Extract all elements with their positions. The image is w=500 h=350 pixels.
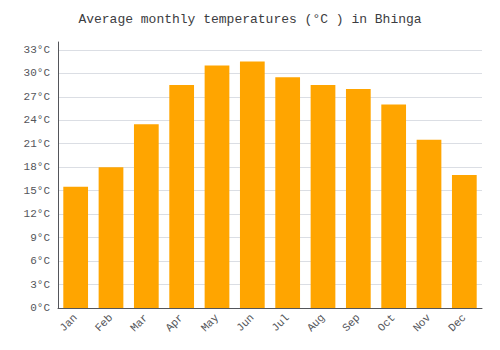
svg-text:Oct: Oct [375, 312, 397, 334]
svg-text:Average monthly temperatures (: Average monthly temperatures (°C ) in Bh… [78, 12, 421, 27]
svg-text:Nov: Nov [411, 311, 434, 334]
svg-text:9°C: 9°C [30, 232, 50, 244]
svg-text:15°C: 15°C [24, 185, 51, 197]
svg-text:3°C: 3°C [30, 279, 50, 291]
svg-text:May: May [199, 311, 222, 334]
svg-text:0°C: 0°C [30, 302, 50, 314]
svg-text:33°C: 33°C [24, 44, 51, 56]
svg-text:Aug: Aug [305, 312, 327, 334]
svg-text:Jun: Jun [234, 312, 256, 334]
svg-text:30°C: 30°C [24, 67, 51, 79]
svg-text:12°C: 12°C [24, 208, 51, 220]
svg-text:21°C: 21°C [24, 138, 51, 150]
svg-text:Sep: Sep [340, 312, 362, 334]
svg-text:Dec: Dec [446, 312, 468, 334]
svg-text:6°C: 6°C [30, 255, 50, 267]
svg-text:18°C: 18°C [24, 161, 51, 173]
svg-text:Feb: Feb [93, 312, 115, 334]
svg-text:Mar: Mar [128, 312, 150, 334]
svg-text:27°C: 27°C [24, 91, 51, 103]
svg-text:24°C: 24°C [24, 114, 51, 126]
svg-text:Apr: Apr [163, 312, 185, 334]
svg-text:Jan: Jan [57, 312, 79, 334]
svg-text:Jul: Jul [269, 312, 291, 334]
